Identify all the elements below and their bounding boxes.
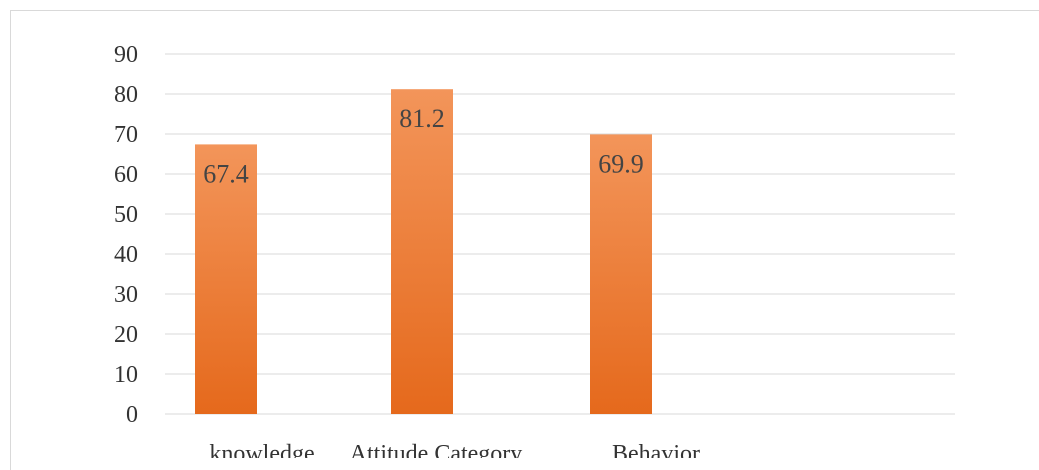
y-tick-label: 0 [126, 402, 138, 428]
y-tick-label: 80 [114, 82, 138, 108]
y-tick-label: 10 [114, 362, 138, 388]
x-category-label: Behavior [612, 441, 700, 458]
x-axis-categories: knowledge Attitude Category Behavior [209, 441, 700, 458]
bar-behavior [590, 134, 652, 414]
y-tick-label: 50 [114, 202, 138, 228]
x-category-label: Attitude Category [350, 441, 523, 458]
y-axis-ticks: 0 10 20 30 40 50 60 70 80 90 [114, 42, 138, 428]
chart-frame [10, 10, 1039, 470]
y-tick-label: 20 [114, 322, 138, 348]
y-tick-label: 90 [114, 42, 138, 68]
bars [195, 89, 652, 414]
gridlines [165, 53, 955, 415]
bar-attitude-category [391, 89, 453, 414]
data-label: 81.2 [399, 104, 445, 133]
y-tick-label: 60 [114, 162, 138, 188]
x-category-label: knowledge [209, 441, 314, 458]
y-tick-label: 40 [114, 242, 138, 268]
bar-knowledge [195, 144, 257, 414]
data-label: 69.9 [598, 149, 644, 178]
data-label: 67.4 [203, 159, 249, 188]
data-labels: 67.4 81.2 69.9 [203, 104, 644, 188]
bar-chart: 0 10 20 30 40 50 60 70 80 90 67.4 81.2 69.9 knowled… [114, 42, 955, 458]
y-tick-label: 70 [114, 122, 138, 148]
y-tick-label: 30 [114, 282, 138, 308]
